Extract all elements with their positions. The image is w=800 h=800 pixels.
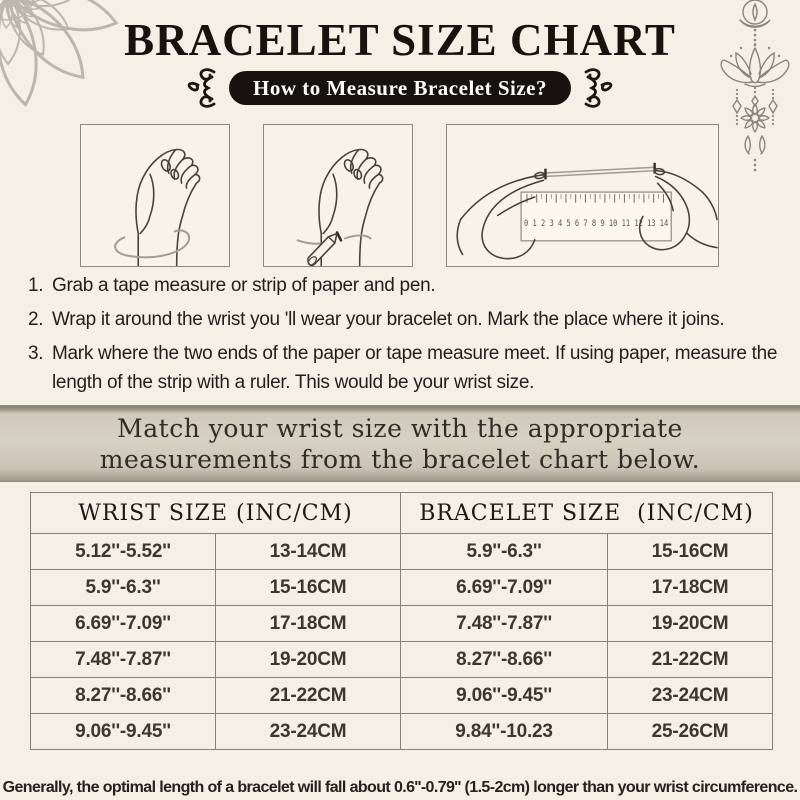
wrist-cm-cell: 19-20CM	[214, 641, 402, 678]
ruler-measure-illustration: 0 1 2 3 4 5 6 7 8 9 10 11 12 13 14	[446, 124, 719, 267]
how-to-measure-badge: How to Measure Bracelet Size?	[228, 71, 572, 105]
step-number: 3.	[28, 343, 44, 364]
step-3: 3. Mark where the two ends of the paper …	[28, 339, 782, 397]
wrist-cm-cell: 23-24CM	[214, 713, 402, 750]
step-1: 1. Grab a tape measure or strip of paper…	[28, 271, 782, 300]
step-2: 2. Wrap it around the wrist you 'll wear…	[28, 305, 782, 334]
table-header-row: WRIST SIZE (INC/CM) BRACELET SIZE (INC/C…	[29, 492, 774, 534]
pen-icon	[307, 232, 338, 266]
badge-row: How to Measure Bracelet Size?	[0, 68, 800, 108]
step-number: 2.	[28, 309, 44, 330]
mark-wrist-illustration	[263, 124, 413, 267]
bracelet-size-header: BRACELET SIZE (INC/CM)	[400, 492, 774, 534]
table-row: 5.9''-6.3'' 15-16CM 6.69''-7.09'' 17-18C…	[30, 569, 774, 606]
step-number: 1.	[28, 275, 44, 296]
bracelet-inch-cell: 5.9''-6.3''	[400, 533, 609, 570]
squiggle-left-icon	[187, 68, 216, 108]
table-row: 7.48''-7.87'' 19-20CM 8.27''-8.66'' 21-2…	[30, 641, 774, 678]
bracelet-cm-cell: 21-22CM	[607, 641, 774, 678]
bracelet-cm-cell: 25-26CM	[607, 713, 774, 750]
wrist-cm-cell: 21-22CM	[214, 677, 402, 714]
wrist-inch-cell: 7.48''-7.87''	[30, 641, 216, 678]
match-size-banner: Match your wrist size with the appropria…	[0, 405, 800, 482]
wrist-inch-cell: 8.27''-8.66''	[30, 677, 216, 714]
bracelet-cm-cell: 15-16CM	[607, 533, 774, 570]
table-row: 5.12''-5.52'' 13-14CM 5.9''-6.3'' 15-16C…	[30, 533, 774, 570]
wrist-inch-cell: 6.69''-7.09''	[30, 605, 216, 642]
wrist-cm-cell: 13-14CM	[214, 533, 402, 570]
measure-steps: 1. Grab a tape measure or strip of paper…	[28, 271, 782, 402]
bracelet-cm-cell: 23-24CM	[607, 677, 774, 714]
step-text: Grab a tape measure or strip of paper an…	[52, 275, 436, 296]
step-text: Mark where the two ends of the paper or …	[52, 343, 778, 393]
wrist-size-header: WRIST SIZE (INC/CM)	[29, 492, 402, 534]
step-text: Wrap it around the wrist you 'll wear yo…	[52, 309, 725, 330]
wrist-inch-cell: 9.06''-9.45''	[30, 713, 216, 750]
bracelet-inch-cell: 9.06''-9.45''	[400, 677, 609, 714]
wrist-inch-cell: 5.9''-6.3''	[30, 569, 216, 606]
wrap-wrist-illustration	[80, 124, 230, 267]
size-table: WRIST SIZE (INC/CM) BRACELET SIZE (INC/C…	[29, 492, 774, 750]
bracelet-inch-cell: 9.84''-10.23	[400, 713, 609, 750]
illustration-row: 0 1 2 3 4 5 6 7 8 9 10 11 12 13 14	[80, 124, 719, 267]
wrist-inch-cell: 5.12''-5.52''	[30, 533, 216, 570]
footnote: Generally, the optimal length of a brace…	[2, 779, 798, 796]
ruler-numbers: 0 1 2 3 4 5 6 7 8 9 10 11 12 13 14	[524, 219, 668, 229]
table-row: 9.06''-9.45'' 23-24CM 9.84''-10.23 25-26…	[30, 713, 774, 750]
table-row: 6.69''-7.09'' 17-18CM 7.48''-7.87'' 19-2…	[30, 605, 774, 642]
wrist-cm-cell: 15-16CM	[214, 569, 402, 606]
page-title: BRACELET SIZE CHART	[124, 15, 676, 65]
bracelet-cm-cell: 17-18CM	[607, 569, 774, 606]
bracelet-inch-cell: 7.48''-7.87''	[400, 605, 609, 642]
wrist-cm-cell: 17-18CM	[214, 605, 402, 642]
bracelet-cm-cell: 19-20CM	[607, 605, 774, 642]
bracelet-inch-cell: 8.27''-8.66''	[400, 641, 609, 678]
banner-text: Match your wrist size with the appropria…	[99, 413, 701, 474]
squiggle-right-icon	[584, 68, 613, 108]
table-row: 8.27''-8.66'' 21-22CM 9.06''-9.45'' 23-2…	[30, 677, 774, 714]
bracelet-inch-cell: 6.69''-7.09''	[400, 569, 609, 606]
